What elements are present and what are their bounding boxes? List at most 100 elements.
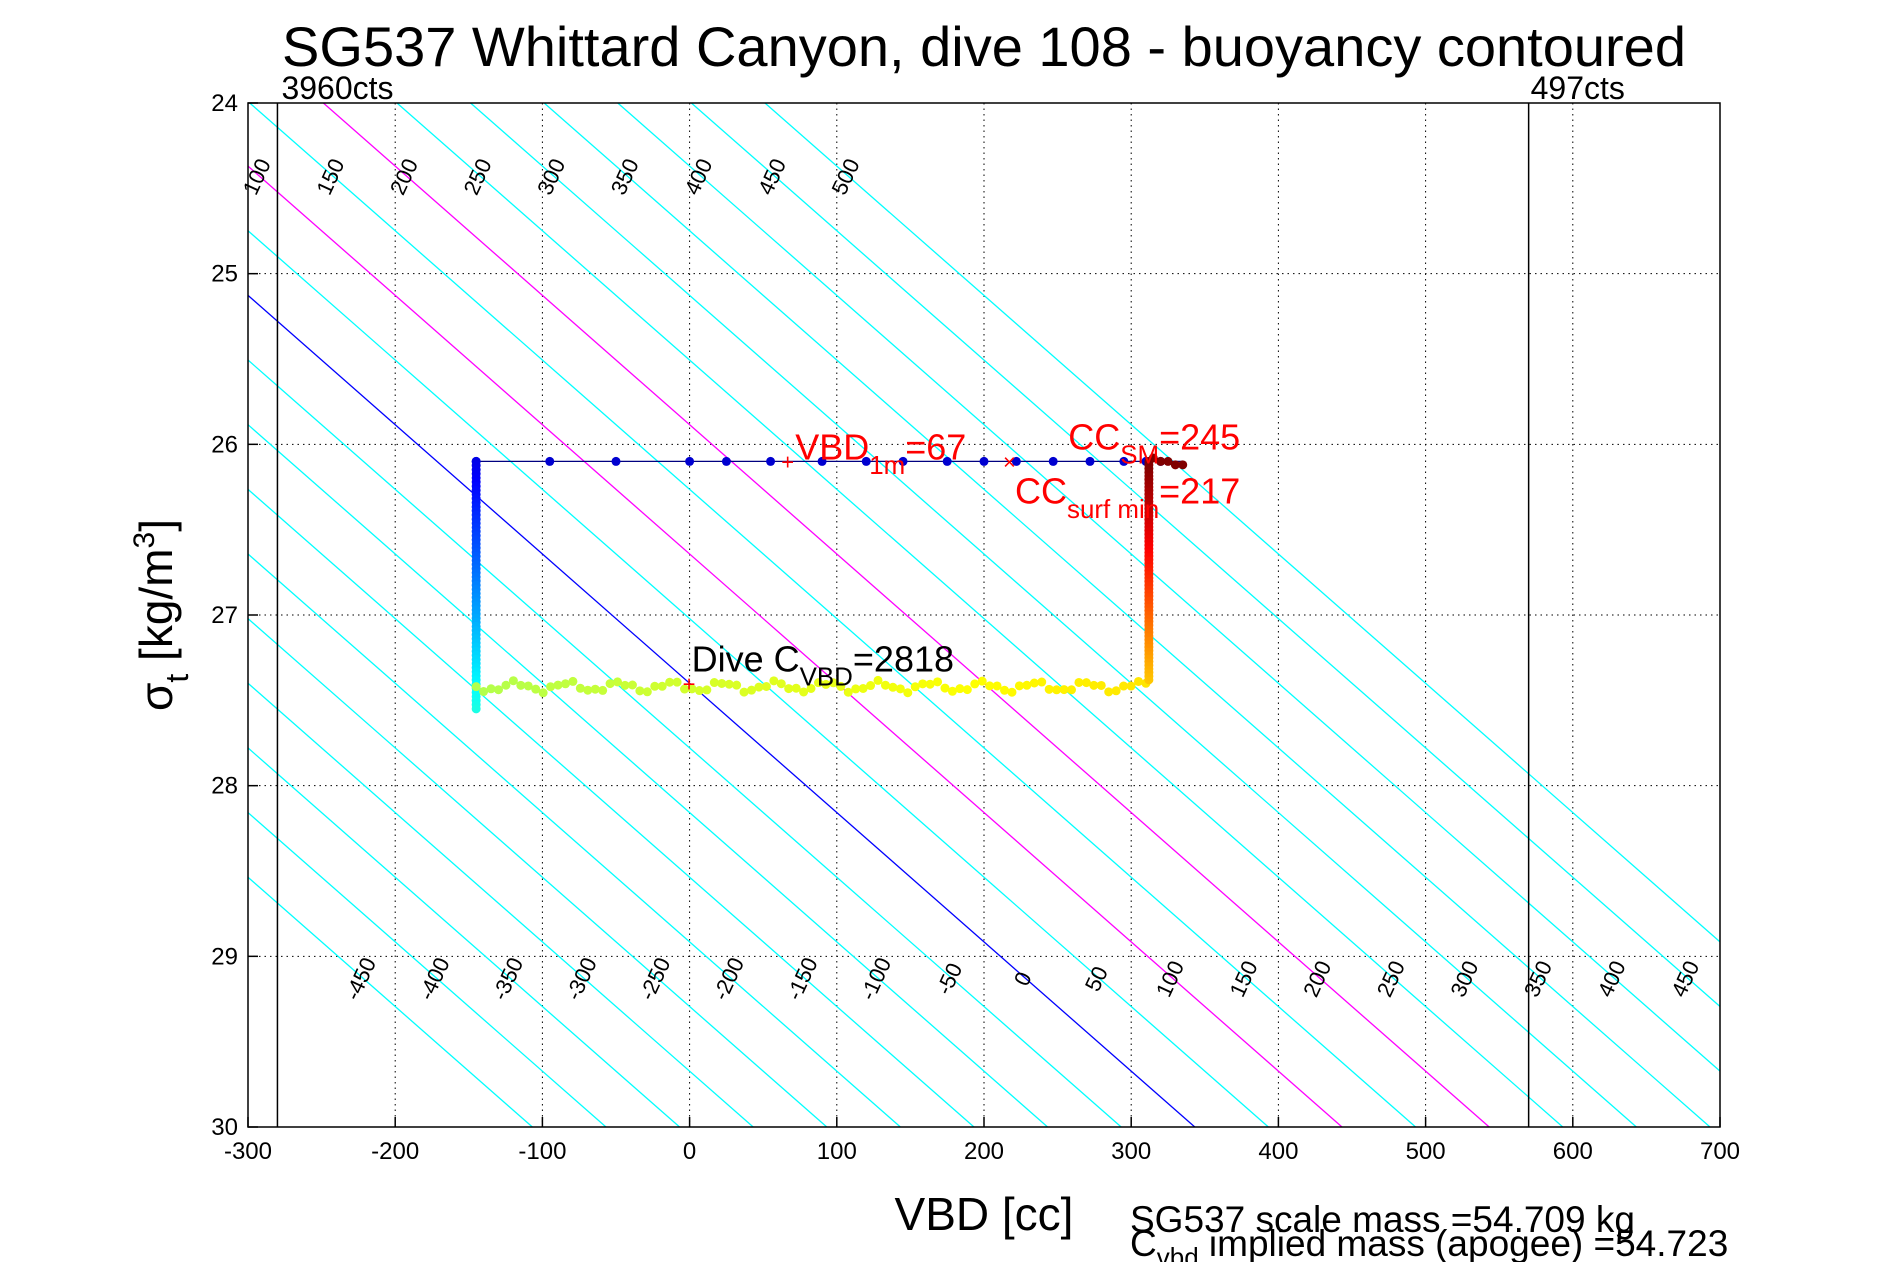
dive-point — [605, 679, 615, 689]
contour-line — [396, 103, 1564, 1127]
contour-line — [764, 103, 1720, 943]
dive-point — [1022, 680, 1032, 690]
buoyancy-contours — [248, 103, 1720, 1127]
contour-line — [690, 103, 1720, 1008]
dive-point — [590, 684, 600, 694]
y-label-exp: 3 — [128, 532, 161, 549]
dive-point — [843, 687, 853, 697]
footer-line2: Cvbd implied mass (apogee) =54.723 — [1130, 1223, 1728, 1262]
dive-point — [962, 685, 972, 695]
y-label-sub: t — [159, 674, 195, 683]
dive-point — [799, 687, 809, 697]
vbd1m-label: VBD1m=67 — [795, 426, 966, 479]
dive-point — [761, 681, 771, 691]
dive-point — [769, 676, 779, 686]
vbd1m-label-sub: 1m — [869, 452, 905, 480]
dive-point — [732, 680, 742, 690]
contour-line — [248, 294, 1196, 1127]
dive-point — [1037, 677, 1047, 687]
dive-point — [1044, 684, 1054, 694]
vbd1m-label-value: =67 — [905, 426, 966, 467]
dive-point — [955, 684, 965, 694]
dive-point — [1126, 681, 1136, 691]
dive-point — [709, 678, 719, 688]
dive-point — [1089, 680, 1099, 690]
dive-point — [657, 681, 667, 691]
contour-line — [248, 747, 681, 1127]
dive-point — [970, 679, 980, 689]
surface-point — [942, 456, 952, 466]
ccsurf-label: CCsurf min=217 — [1015, 470, 1240, 523]
dive-point — [747, 685, 757, 695]
x-axis-label: VBD [cc] — [895, 1188, 1074, 1240]
surface-point — [1011, 456, 1021, 466]
surface-end-point — [1163, 456, 1173, 466]
contour-line — [322, 103, 1490, 1127]
y-label-close: ] — [130, 519, 182, 532]
dive-point — [680, 684, 690, 694]
dive-point — [903, 688, 913, 698]
surface-point — [545, 456, 555, 466]
ccsm-label-main: CC — [1068, 416, 1120, 457]
dive-point — [977, 676, 987, 686]
dive-point — [493, 685, 503, 695]
dive-point — [479, 687, 489, 697]
y-axis-label: σt [kg/m3] — [128, 519, 195, 711]
y-tick-label: 24 — [211, 90, 238, 117]
dive-point — [1052, 685, 1062, 695]
dive-point — [1000, 685, 1010, 695]
contour-line — [248, 876, 533, 1127]
dive-point — [910, 682, 920, 692]
vbd-limit-lines: 3960cts 497cts — [276, 70, 1625, 1127]
x-tick-label: 0 — [683, 1138, 696, 1165]
x-tick-label: -200 — [371, 1138, 419, 1165]
dive-point — [516, 680, 526, 690]
dive-point — [560, 679, 570, 689]
limit-label: 3960cts — [281, 70, 393, 106]
x-tick-label: 100 — [817, 1138, 857, 1165]
dive-point — [828, 678, 838, 688]
dive-point — [717, 678, 727, 688]
dive-point — [1014, 681, 1024, 691]
dive-point — [553, 680, 563, 690]
contour-line — [249, 103, 1417, 1127]
dive-point — [1081, 678, 1091, 688]
dive-point — [1067, 685, 1077, 695]
contour-line — [248, 811, 607, 1127]
contour-line — [248, 553, 901, 1127]
dive-point — [665, 677, 675, 687]
svg-text:σt [kg/m3]: σt [kg/m3] — [128, 519, 195, 711]
cvbd-label-main: Dive C — [692, 638, 800, 679]
surface-point — [766, 456, 776, 466]
ccsm-label-value: =245 — [1159, 416, 1240, 457]
ccsurf-label-main: CC — [1015, 470, 1067, 511]
cvbd-label-value: =2818 — [853, 638, 954, 679]
ccsurf-label-value: =217 — [1159, 470, 1240, 511]
surface-point — [898, 456, 908, 466]
x-tick-label: 200 — [964, 1138, 1004, 1165]
dive-point — [627, 680, 637, 690]
cvbd-marker: + — [683, 671, 696, 696]
dive-point — [895, 684, 905, 694]
dive-point — [1111, 686, 1121, 696]
surface-end-point — [1178, 460, 1188, 470]
dive-point — [1104, 687, 1114, 697]
y-tick-label: 27 — [211, 602, 238, 629]
y-label-unit: [kg/m — [130, 548, 182, 673]
dive-point — [650, 681, 660, 691]
y-tick-label: 25 — [211, 261, 238, 288]
dive-point — [486, 684, 496, 694]
x-tick-label: -100 — [518, 1138, 566, 1165]
x-tick-label: 700 — [1700, 1138, 1740, 1165]
surface-end-point — [1148, 453, 1158, 463]
dive-point — [888, 682, 898, 692]
dive-point — [985, 681, 995, 691]
y-tick-label: 28 — [211, 773, 238, 800]
dive-point — [501, 680, 511, 690]
surface-point — [817, 456, 827, 466]
dive-point — [813, 678, 823, 688]
dive-point — [538, 688, 548, 698]
dive-data-series — [471, 453, 1188, 714]
